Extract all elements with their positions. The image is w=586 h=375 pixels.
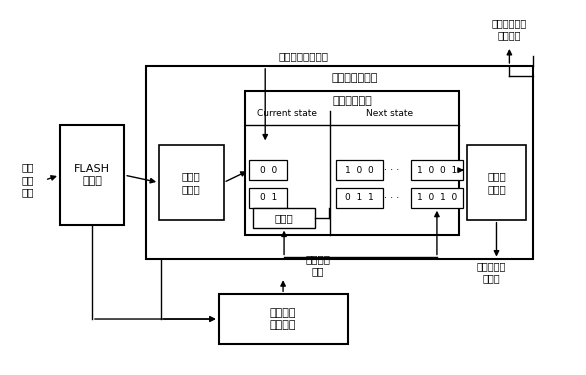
Text: 片外
读与
接口: 片外 读与 接口 xyxy=(21,163,34,198)
Bar xyxy=(253,208,315,228)
Bar xyxy=(411,160,463,180)
Text: 全局复位
控制模块: 全局复位 控制模块 xyxy=(270,308,297,330)
Text: 状态匹配模块: 状态匹配模块 xyxy=(332,96,372,106)
Text: 协议调试片外
读取接口: 协议调试片外 读取接口 xyxy=(492,18,527,40)
Text: Current state: Current state xyxy=(257,109,317,118)
Text: 报文分发处
理接口: 报文分发处 理接口 xyxy=(477,261,506,284)
Bar xyxy=(336,160,383,180)
Text: · · ·: · · · xyxy=(384,165,399,175)
Text: · · ·: · · · xyxy=(384,193,399,203)
Text: 状态编
码模块: 状态编 码模块 xyxy=(182,171,200,194)
Bar xyxy=(466,146,526,220)
Bar xyxy=(246,91,459,235)
Text: 寄存器: 寄存器 xyxy=(275,213,294,223)
Bar xyxy=(336,188,383,208)
Text: 上电配置
接口: 上电配置 接口 xyxy=(305,254,331,277)
Text: 1  0  0  1: 1 0 0 1 xyxy=(417,166,457,175)
Text: 状态译
码模块: 状态译 码模块 xyxy=(487,171,506,194)
Bar xyxy=(146,66,533,260)
Text: 1  0  0: 1 0 0 xyxy=(345,166,374,175)
Bar xyxy=(60,126,124,225)
Text: 0  1  1: 0 1 1 xyxy=(345,194,374,202)
Bar xyxy=(249,160,287,180)
Bar xyxy=(159,146,223,220)
Bar xyxy=(219,294,347,344)
Bar xyxy=(249,188,287,208)
Text: 协议报文输入接口: 协议报文输入接口 xyxy=(278,51,328,61)
Text: FLASH
存储器: FLASH 存储器 xyxy=(74,164,110,186)
Text: 0  0: 0 0 xyxy=(260,166,277,175)
Text: Next state: Next state xyxy=(366,109,413,118)
Text: 1  0  1  0: 1 0 1 0 xyxy=(417,194,457,202)
Text: 0  1: 0 1 xyxy=(260,194,277,202)
Text: 协议转换状态机: 协议转换状态机 xyxy=(331,73,378,83)
Bar xyxy=(411,188,463,208)
